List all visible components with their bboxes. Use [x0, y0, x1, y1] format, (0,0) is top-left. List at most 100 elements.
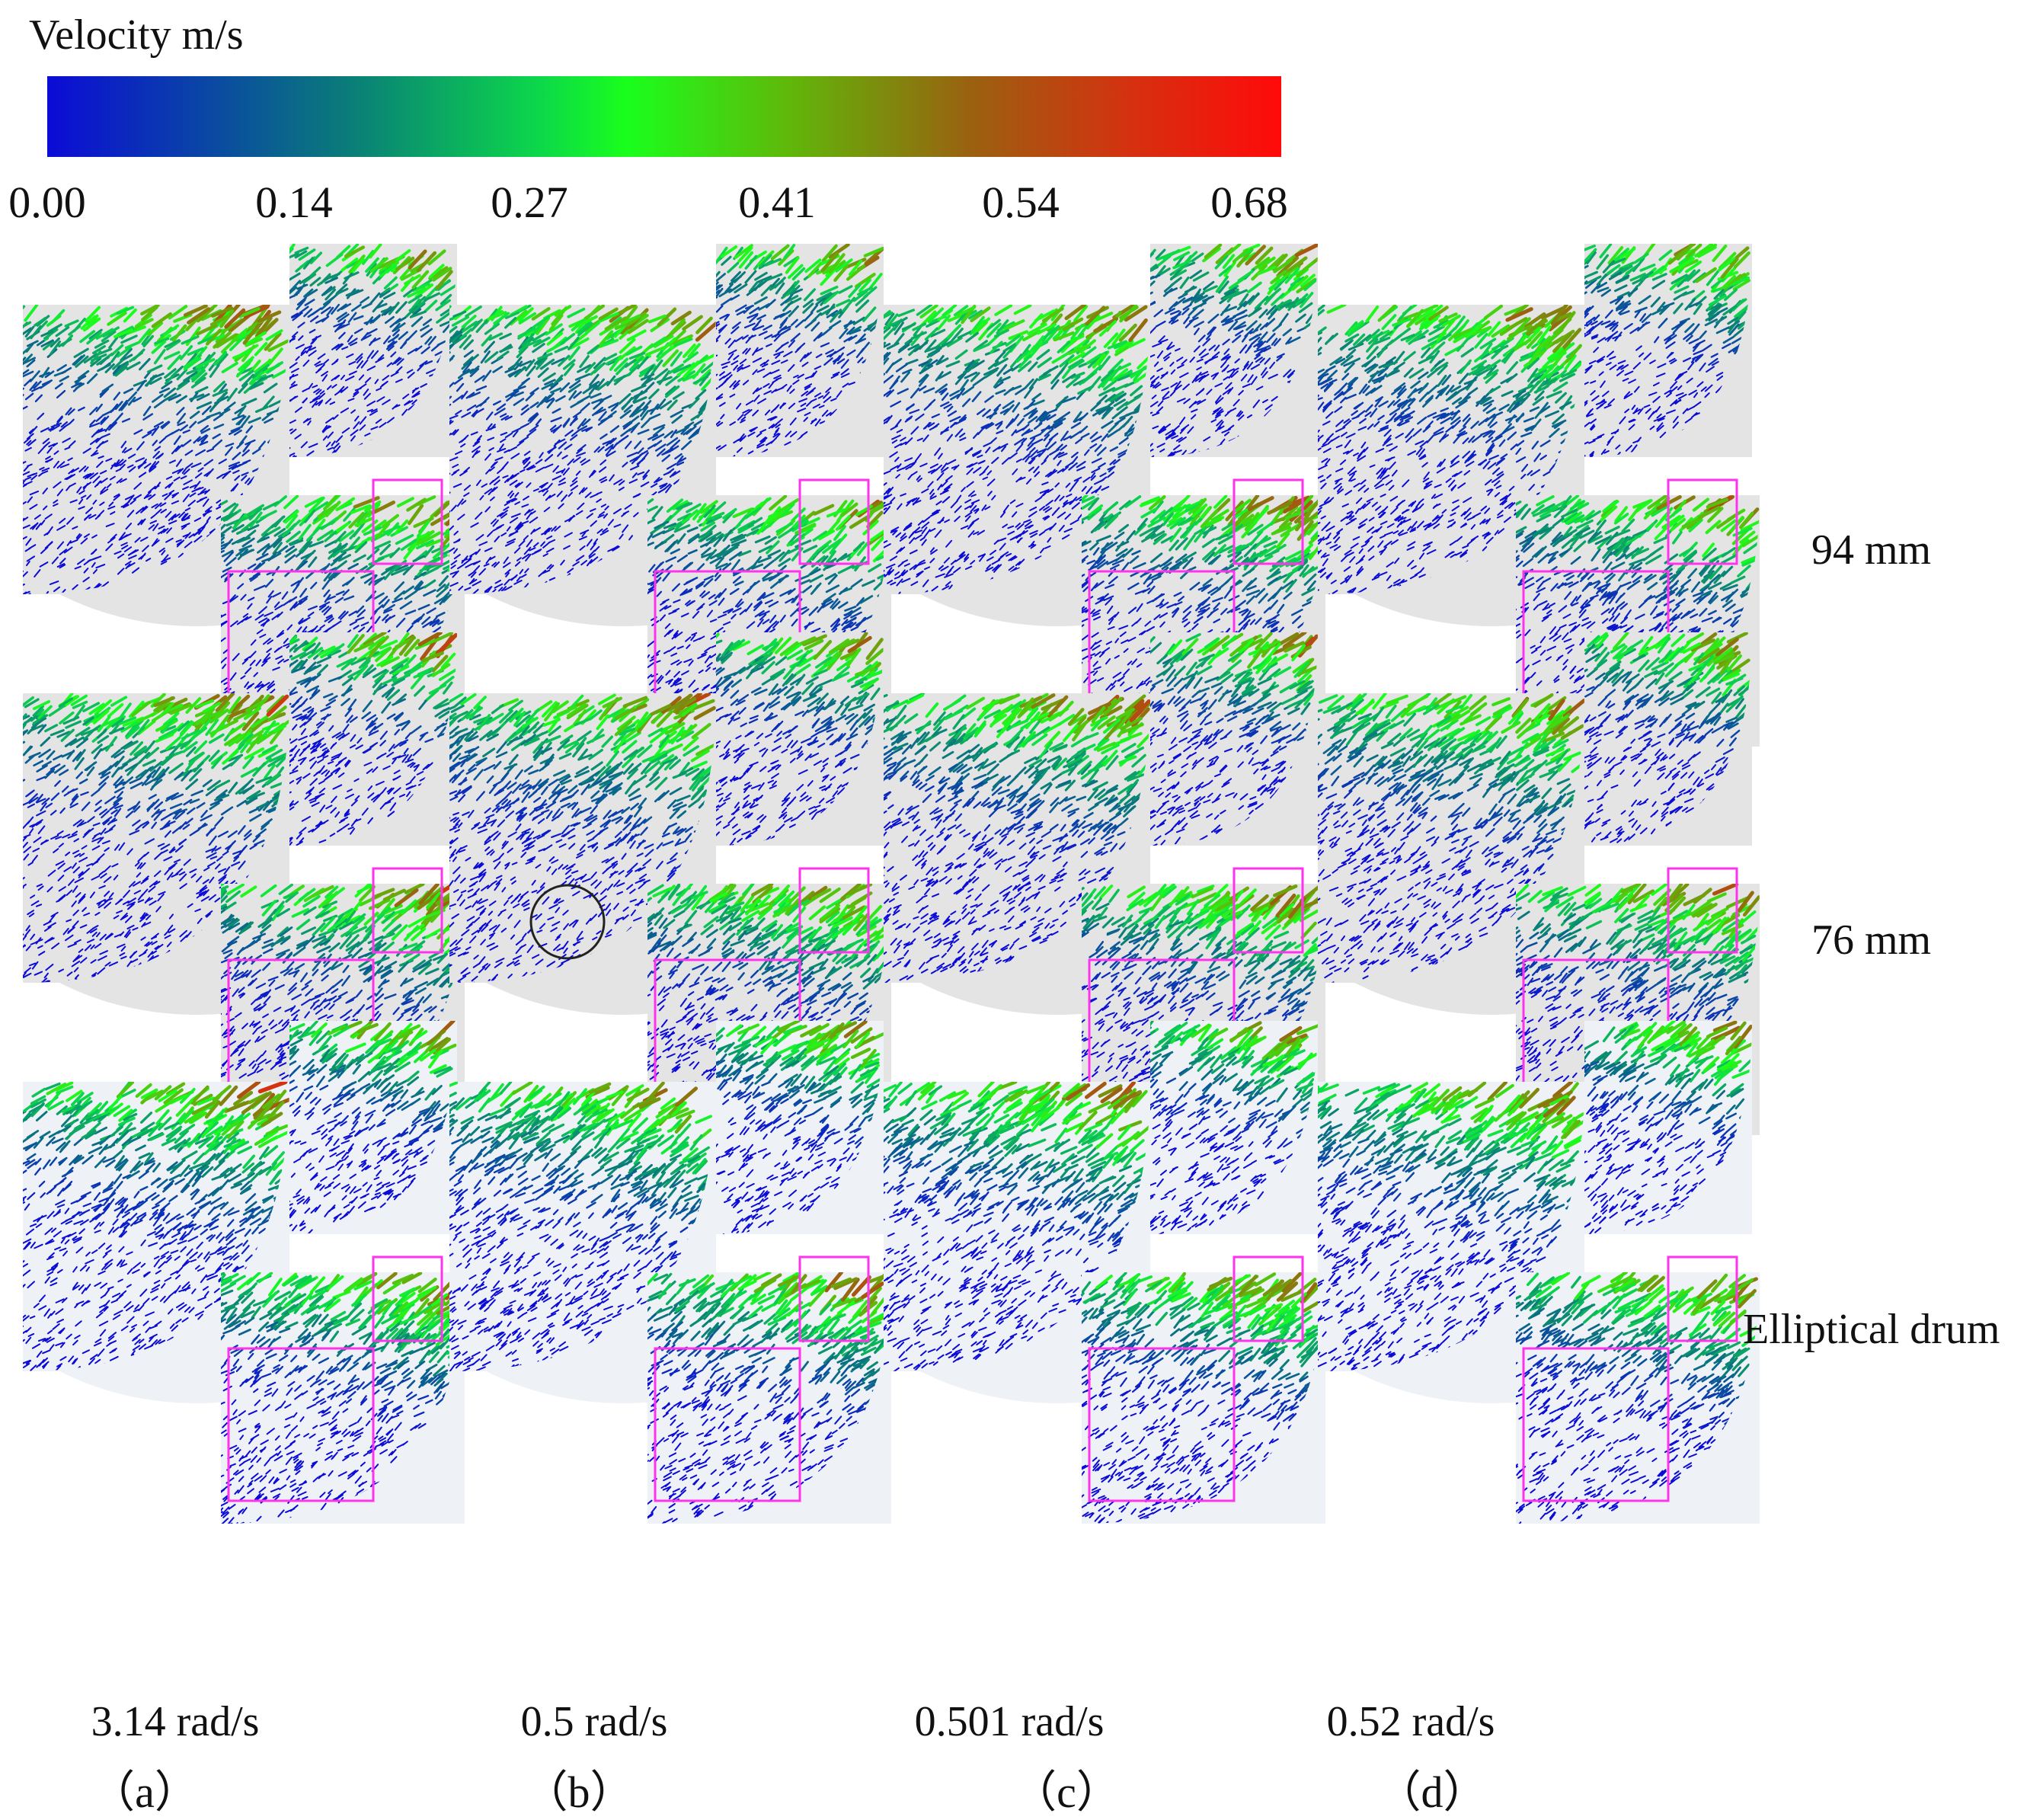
velocity-vector — [289, 286, 298, 296]
velocity-vector — [660, 533, 675, 545]
velocity-vector — [116, 478, 123, 484]
velocity-vector — [773, 374, 782, 379]
velocity-vector — [839, 587, 848, 595]
velocity-vector — [202, 498, 209, 507]
velocity-vector — [826, 411, 832, 417]
velocity-vector — [165, 475, 173, 480]
velocity-vector — [382, 525, 401, 534]
velocity-vector — [254, 613, 264, 621]
velocity-vector — [340, 545, 358, 554]
velocity-vector — [294, 559, 305, 573]
velocity-vector — [577, 417, 587, 430]
velocity-vector — [217, 333, 239, 346]
velocity-vector — [90, 350, 102, 365]
velocity-vector — [548, 539, 556, 544]
velocity-vector — [40, 427, 50, 433]
velocity-vector — [220, 336, 239, 353]
velocity-vector — [264, 417, 274, 424]
velocity-vector — [189, 484, 197, 488]
velocity-vector — [193, 481, 201, 489]
velocity-vector — [820, 285, 839, 296]
velocity-vector — [492, 520, 499, 527]
velocity-vector — [201, 520, 209, 529]
velocity-vector — [216, 392, 229, 402]
velocity-vector — [23, 461, 27, 465]
velocity-vector — [791, 267, 806, 281]
velocity-vector — [887, 567, 893, 574]
velocity-vector — [484, 506, 491, 513]
velocity-vector — [142, 431, 152, 439]
velocity-vector — [526, 539, 533, 548]
velocity-vector — [373, 540, 392, 550]
velocity-vector — [250, 377, 264, 389]
velocity-vector — [842, 382, 849, 388]
velocity-vector — [672, 391, 685, 400]
velocity-vector — [622, 462, 628, 468]
velocity-vector — [588, 549, 596, 558]
velocity-vector — [939, 489, 949, 495]
velocity-vector — [703, 577, 714, 587]
velocity-vector — [417, 603, 430, 611]
velocity-vector — [290, 428, 297, 434]
velocity-vector — [54, 382, 63, 390]
velocity-vector — [929, 488, 935, 495]
velocity-vector — [23, 501, 27, 507]
velocity-vector — [513, 547, 521, 554]
velocity-vector — [431, 619, 440, 628]
velocity-vector — [775, 427, 780, 433]
velocity-vector — [486, 586, 493, 594]
velocity-vector — [222, 502, 236, 513]
velocity-vector — [392, 322, 401, 332]
velocity-vector — [968, 309, 983, 320]
velocity-vector — [95, 564, 106, 569]
velocity-vector — [769, 620, 778, 629]
velocity-vector — [325, 398, 332, 405]
velocity-vector — [147, 427, 157, 434]
velocity-vector — [231, 523, 245, 533]
velocity-vector — [657, 676, 664, 684]
velocity-vector — [83, 568, 89, 574]
velocity-vector — [1009, 499, 1016, 504]
velocity-vector — [544, 463, 554, 469]
velocity-vector — [253, 672, 258, 677]
velocity-vector — [758, 302, 770, 311]
velocity-vector — [828, 253, 846, 274]
velocity-vector — [335, 287, 349, 296]
velocity-vector — [164, 368, 177, 379]
velocity-vector — [721, 297, 733, 306]
velocity-vector — [196, 324, 218, 336]
velocity-vector — [504, 311, 520, 319]
velocity-vector — [321, 370, 329, 377]
velocity-vector — [136, 507, 145, 515]
velocity-vector — [231, 464, 241, 470]
velocity-vector — [954, 516, 961, 523]
velocity-vector — [107, 536, 116, 544]
velocity-vector — [470, 431, 478, 436]
velocity-vector — [728, 349, 737, 355]
velocity-vector — [756, 314, 766, 321]
velocity-vector — [848, 283, 862, 299]
velocity-vector — [704, 654, 711, 664]
velocity-vector — [1015, 458, 1022, 463]
velocity-vector — [759, 254, 772, 268]
velocity-vector — [229, 595, 238, 603]
velocity-vector — [230, 620, 238, 628]
velocity-vector — [309, 251, 323, 264]
velocity-vector — [769, 495, 788, 511]
velocity-vector — [650, 403, 660, 415]
velocity-vector — [1039, 488, 1050, 494]
velocity-vector — [23, 305, 26, 318]
velocity-vector — [836, 299, 851, 307]
velocity-vector — [461, 390, 468, 400]
velocity-vector — [499, 438, 507, 443]
velocity-vector — [333, 542, 348, 553]
velocity-vector — [1028, 510, 1037, 518]
velocity-vector — [781, 325, 791, 331]
velocity-vector — [153, 485, 160, 489]
velocity-vector — [930, 549, 938, 555]
velocity-vector — [248, 417, 261, 424]
velocity-vector — [801, 361, 809, 367]
velocity-vector — [554, 305, 572, 317]
velocity-vector — [299, 597, 308, 605]
velocity-vector — [120, 542, 128, 546]
